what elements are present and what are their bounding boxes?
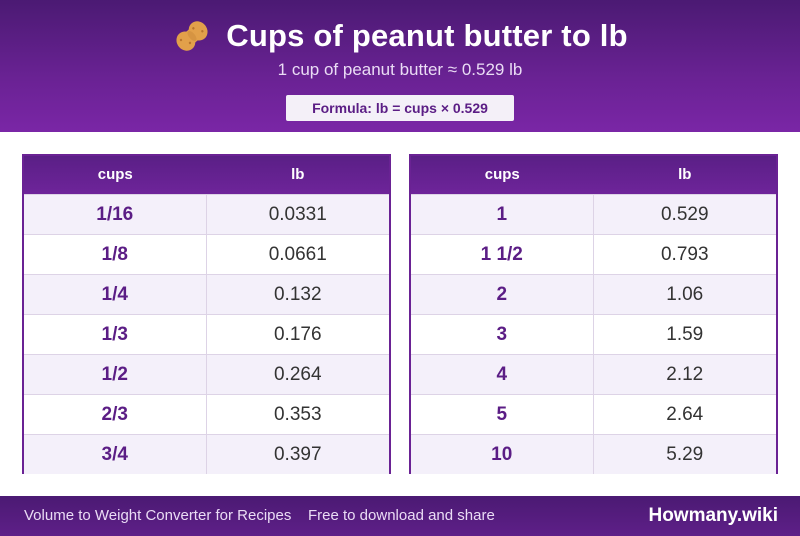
table-body: 1/16 0.0331 1/8 0.0661 1/4 0.132 1/3 0.176 1… bbox=[24, 194, 389, 474]
lb-cell: 5.29 bbox=[666, 444, 704, 465]
page-title: Cups of peanut butter to lb bbox=[226, 18, 628, 53]
lb-cell: 0.0661 bbox=[268, 244, 327, 265]
table-row: 1 1/2 0.793 bbox=[411, 234, 776, 274]
table-row: 2 1.06 bbox=[411, 274, 776, 314]
cups-cell: 10 bbox=[411, 435, 594, 474]
table-row: 5 2.64 bbox=[411, 394, 776, 434]
title-row: Cups of peanut butter to lb bbox=[0, 14, 800, 58]
lb-cell: 2.64 bbox=[666, 404, 704, 425]
table-row: 1/3 0.176 bbox=[24, 314, 389, 354]
lb-cell: 0.793 bbox=[660, 244, 709, 265]
table-row: 1/2 0.264 bbox=[24, 354, 389, 394]
table-row: 1 0.529 bbox=[411, 194, 776, 234]
column-header-lb: lb bbox=[291, 166, 305, 183]
cups-cell: 4 bbox=[411, 355, 594, 394]
table-row: 10 5.29 bbox=[411, 434, 776, 474]
column-header-cups: cups bbox=[484, 166, 520, 183]
table-body: 1 0.529 1 1/2 0.793 2 1.06 3 1.59 4 2.12 5 2.6… bbox=[411, 194, 776, 474]
lb-cell: 0.397 bbox=[273, 444, 322, 465]
cups-cell: 1/3 bbox=[24, 315, 207, 354]
formula-badge: Formula: lb = cups × 0.529 bbox=[286, 95, 514, 121]
cups-cell: 1/4 bbox=[24, 275, 207, 314]
column-header-cups: cups bbox=[97, 166, 133, 183]
cups-cell: 1 bbox=[411, 195, 594, 234]
lb-cell: 0.353 bbox=[273, 404, 322, 425]
lb-cell: 2.12 bbox=[666, 364, 704, 385]
cups-cell: 3/4 bbox=[24, 435, 207, 474]
footer-tagline: Volume to Weight Converter for Recipes bbox=[24, 507, 292, 524]
cups-cell: 1/8 bbox=[24, 235, 207, 274]
cups-cell: 3 bbox=[411, 315, 594, 354]
table-row: 1/4 0.132 bbox=[24, 274, 389, 314]
table-header: cups lb bbox=[411, 156, 776, 194]
footer: Volume to Weight Converter for Recipes F… bbox=[0, 496, 800, 536]
conversion-table-left: cups lb 1/16 0.0331 1/8 0.0661 1/4 0.132 1/… bbox=[22, 154, 391, 474]
brand-link[interactable]: Howmany.wiki bbox=[648, 505, 778, 526]
lb-cell: 1.06 bbox=[666, 284, 704, 305]
table-row: 1/16 0.0331 bbox=[24, 194, 389, 234]
table-row: 4 2.12 bbox=[411, 354, 776, 394]
cups-cell: 2 bbox=[411, 275, 594, 314]
lb-cell: 0.132 bbox=[273, 284, 322, 305]
table-row: 1/8 0.0661 bbox=[24, 234, 389, 274]
table-row: 3/4 0.397 bbox=[24, 434, 389, 474]
table-row: 2/3 0.353 bbox=[24, 394, 389, 434]
table-row: 3 1.59 bbox=[411, 314, 776, 354]
lb-cell: 0.176 bbox=[273, 324, 322, 345]
lb-cell: 0.0331 bbox=[268, 204, 327, 225]
lb-cell: 0.529 bbox=[660, 204, 709, 225]
column-header-lb: lb bbox=[678, 166, 692, 183]
cups-cell: 2/3 bbox=[24, 395, 207, 434]
peanut-icon bbox=[176, 21, 208, 51]
lb-cell: 1.59 bbox=[666, 324, 704, 345]
header: Cups of peanut butter to lb 1 cup of pea… bbox=[0, 0, 800, 132]
cups-cell: 1 1/2 bbox=[411, 235, 594, 274]
footer-note: Free to download and share bbox=[308, 507, 495, 524]
lb-cell: 0.264 bbox=[273, 364, 322, 385]
table-header: cups lb bbox=[24, 156, 389, 194]
subtitle: 1 cup of peanut butter ≈ 0.529 lb bbox=[277, 60, 523, 79]
cups-cell: 5 bbox=[411, 395, 594, 434]
cups-cell: 1/2 bbox=[24, 355, 207, 394]
cups-cell: 1/16 bbox=[24, 195, 207, 234]
